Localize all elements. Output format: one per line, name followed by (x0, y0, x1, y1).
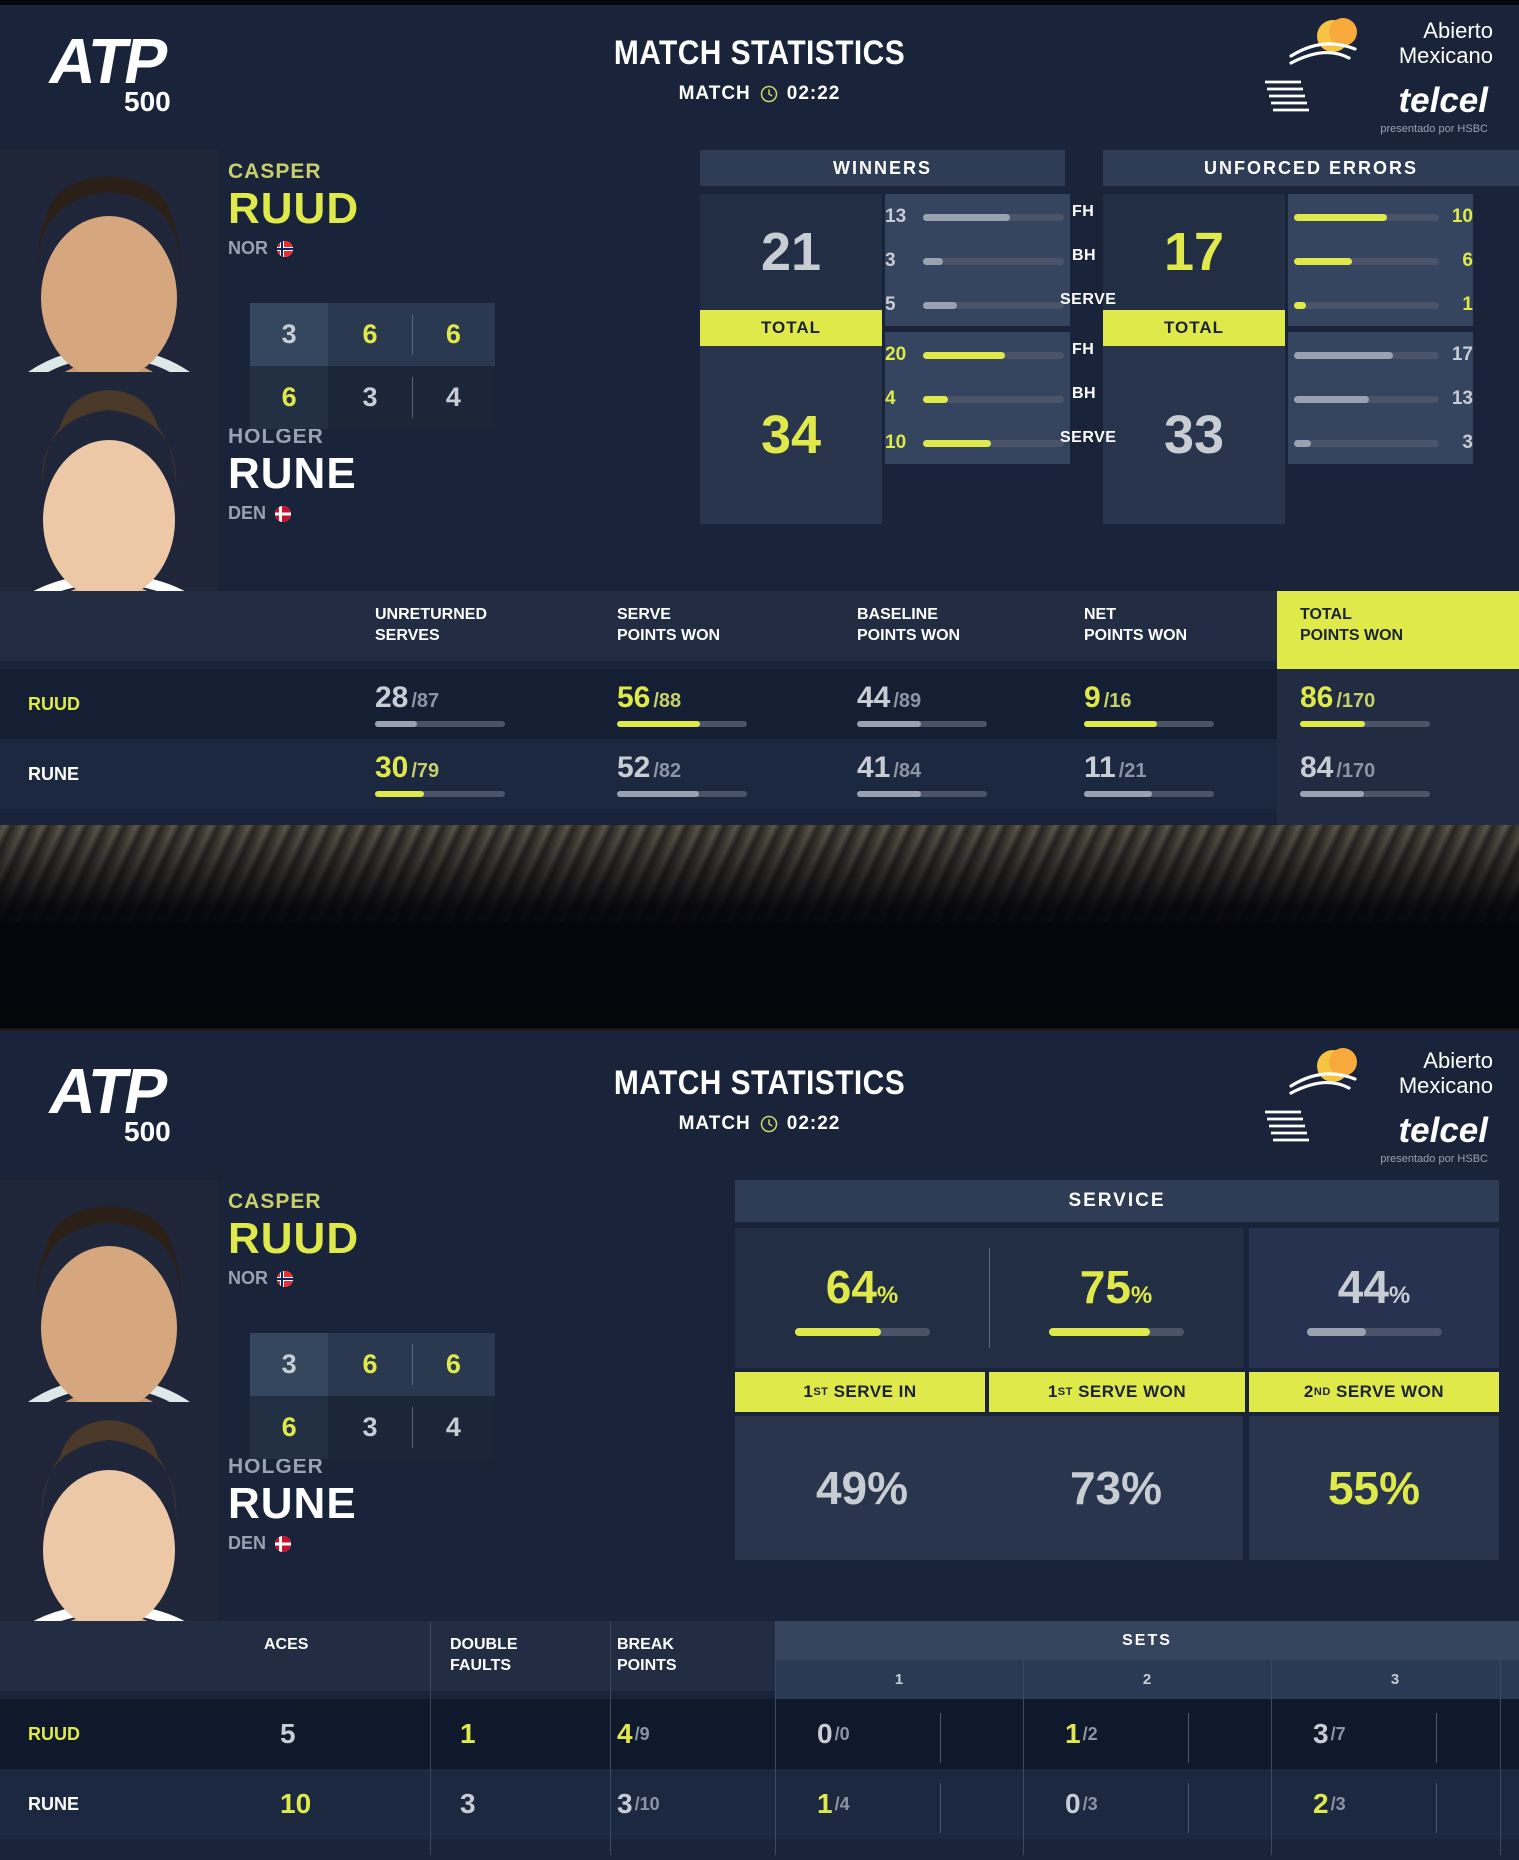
svg-text:presentado por HSBC: presentado por HSBC (1380, 123, 1488, 135)
svg-text:Abierto: Abierto (1423, 18, 1493, 43)
svg-text:telcel: telcel (1399, 81, 1490, 120)
svg-text:Abierto: Abierto (1423, 1048, 1493, 1073)
svg-text:presentado por HSBC: presentado por HSBC (1380, 1153, 1488, 1165)
svg-text:Mexicano: Mexicano (1399, 1073, 1493, 1098)
svg-text:Mexicano: Mexicano (1399, 43, 1493, 68)
svg-text:telcel: telcel (1399, 1111, 1490, 1150)
